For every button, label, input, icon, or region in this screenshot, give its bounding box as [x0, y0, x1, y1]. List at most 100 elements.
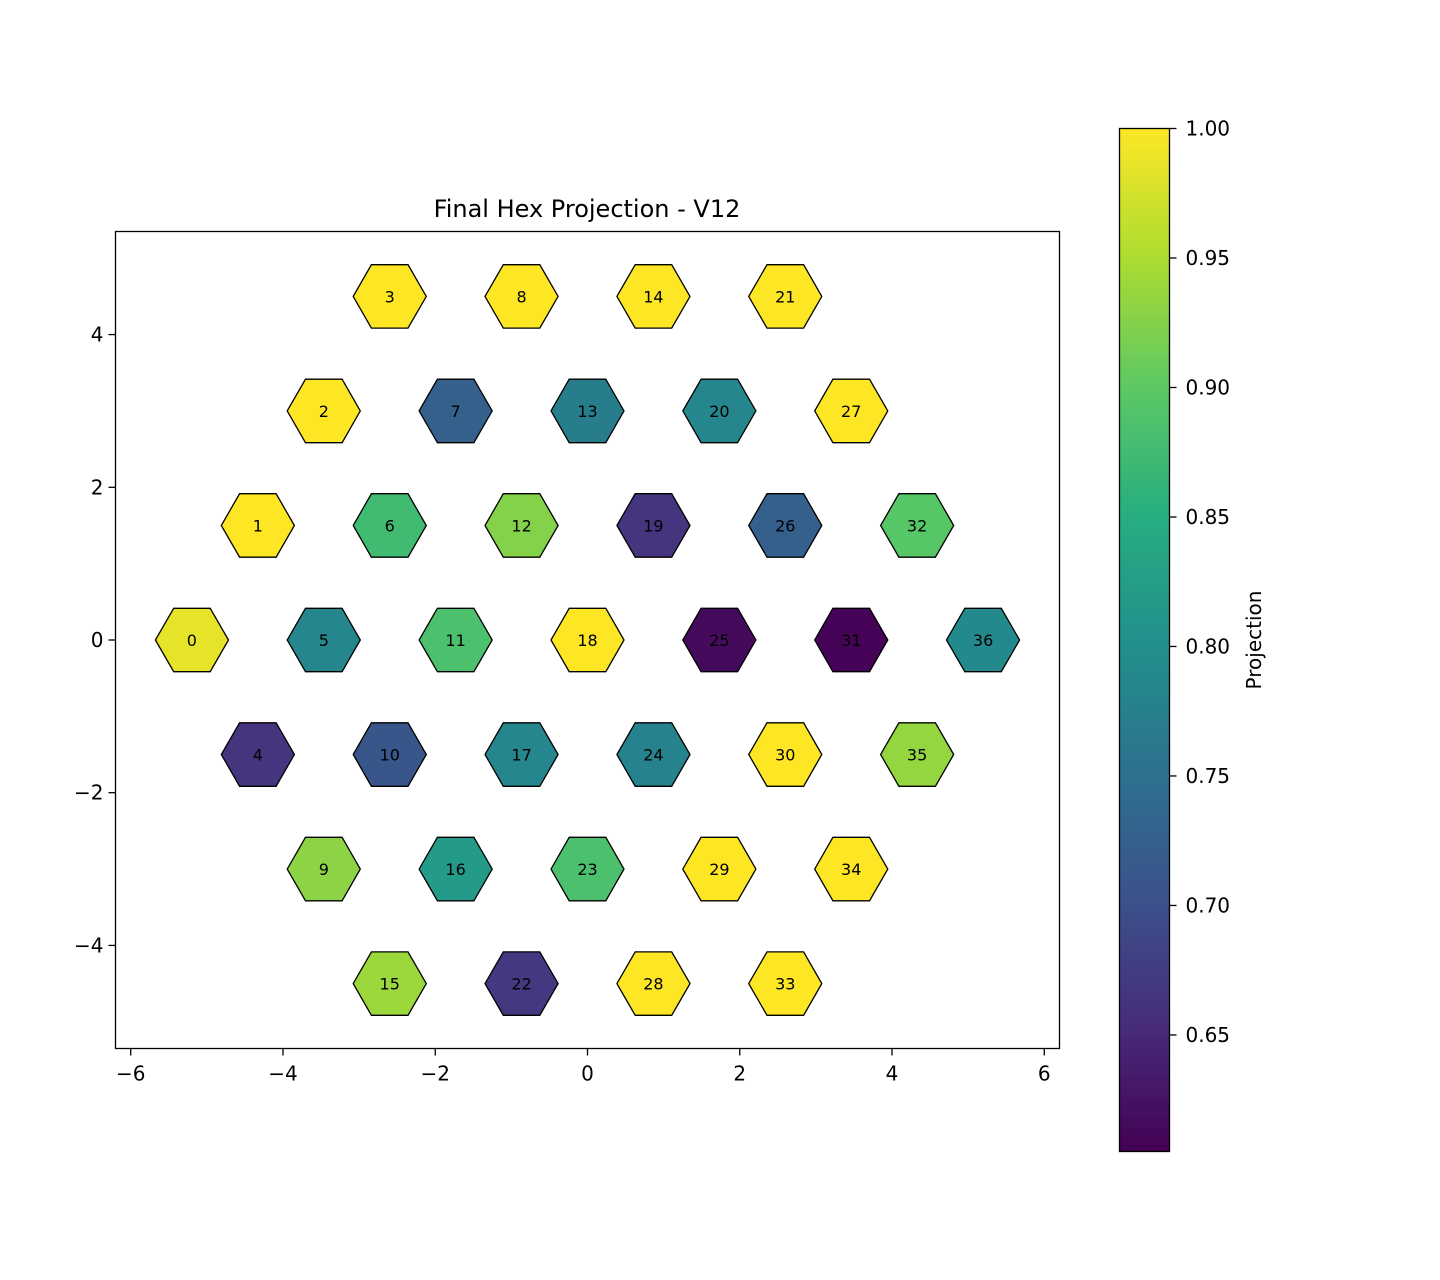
hex-cell-17: [484, 722, 559, 787]
hex-cell-5: [286, 607, 362, 673]
hex-cell-30: [747, 722, 823, 787]
colorbar-tick-label: 0.65: [1186, 1023, 1231, 1047]
colorbar-label: Projection: [1242, 591, 1266, 690]
hex-cell-23: [550, 836, 625, 902]
y-tick-label: −4: [74, 933, 103, 957]
hex-cell-29: [682, 836, 757, 902]
hex-cells: 0123456789101112131415161718192021222324…: [154, 264, 1021, 1016]
hex-cell-33: [747, 951, 823, 1016]
hex-cell-11: [418, 607, 493, 673]
y-tick-label: 2: [91, 475, 104, 499]
hex-label-21: 21: [775, 287, 795, 306]
colorbar-tick-label: 1.00: [1186, 117, 1231, 141]
hex-label-10: 10: [380, 746, 400, 765]
hex-label-27: 27: [841, 402, 861, 421]
hex-cell-27: [813, 378, 889, 444]
hex-cell-15: [352, 951, 428, 1016]
hex-cell-0: [154, 607, 230, 673]
hex-cell-32: [879, 493, 955, 558]
y-tick-label: −2: [74, 781, 103, 805]
x-tick-label: 2: [733, 1062, 746, 1086]
hex-cell-2: [286, 378, 362, 444]
hex-label-4: 4: [253, 746, 263, 765]
hex-label-2: 2: [319, 402, 329, 421]
x-axis: −6 −4 −2 0 2 4 6: [116, 1048, 1051, 1086]
hex-cell-3: [352, 264, 428, 329]
hex-cell-24: [616, 722, 691, 787]
hex-label-6: 6: [385, 517, 395, 536]
hex-label-34: 34: [841, 860, 861, 879]
hex-label-18: 18: [577, 631, 597, 650]
hex-cell-4: [220, 722, 296, 787]
colorbar-tick-label: 0.85: [1186, 505, 1231, 529]
colorbar-tick-label: 0.90: [1186, 375, 1231, 399]
hex-label-23: 23: [577, 860, 597, 879]
x-tick-label: −2: [420, 1062, 449, 1086]
hex-label-20: 20: [709, 402, 729, 421]
hex-cell-9: [286, 836, 362, 902]
hex-cell-20: [682, 378, 757, 444]
hex-cell-22: [484, 951, 559, 1016]
hex-cell-34: [813, 836, 889, 902]
hex-label-9: 9: [319, 860, 329, 879]
hex-label-7: 7: [451, 402, 461, 421]
hex-cell-14: [616, 264, 691, 329]
hex-label-16: 16: [445, 860, 465, 879]
hex-cell-21: [747, 264, 823, 329]
hex-label-15: 15: [380, 975, 400, 994]
hex-label-1: 1: [253, 517, 263, 536]
colorbar-tick-label: 0.95: [1186, 246, 1231, 270]
hex-label-32: 32: [907, 517, 927, 536]
hex-label-17: 17: [511, 746, 531, 765]
chart-title: Final Hex Projection - V12: [434, 195, 741, 223]
hex-label-31: 31: [841, 631, 861, 650]
hex-label-12: 12: [511, 517, 531, 536]
hex-label-14: 14: [643, 287, 663, 306]
hex-cell-26: [747, 493, 823, 558]
hex-label-28: 28: [643, 975, 663, 994]
hex-cell-31: [813, 607, 889, 673]
hex-cell-10: [352, 722, 428, 787]
hex-cell-8: [484, 264, 559, 329]
hex-cell-12: [484, 493, 559, 558]
x-tick-label: −4: [268, 1062, 297, 1086]
hex-label-5: 5: [319, 631, 329, 650]
hex-cell-13: [550, 378, 625, 444]
hex-cell-6: [352, 493, 428, 558]
colorbar-tick-label: 0.80: [1186, 634, 1231, 658]
hex-cell-19: [616, 493, 691, 558]
hex-cell-28: [616, 951, 691, 1016]
y-tick-label: 0: [91, 628, 104, 652]
colorbar-tick-label: 0.75: [1186, 764, 1231, 788]
hex-cell-7: [418, 378, 493, 444]
x-tick-label: 6: [1038, 1062, 1051, 1086]
colorbar-gradient: [1118, 127, 1171, 1153]
hex-label-13: 13: [577, 402, 597, 421]
hex-label-3: 3: [385, 287, 395, 306]
colorbar-axis: 0.65 0.70 0.75 0.80 0.85 0.90 0.95 1.00: [1169, 117, 1231, 1047]
hex-label-26: 26: [775, 517, 795, 536]
hex-cell-36: [945, 607, 1021, 673]
y-tick-label: 4: [91, 323, 104, 347]
hex-cell-16: [418, 836, 493, 902]
colorbar-tick-label: 0.70: [1186, 893, 1231, 917]
hex-label-30: 30: [775, 746, 795, 765]
y-axis: −4 −2 0 2 4: [74, 323, 116, 957]
hex-label-29: 29: [709, 860, 729, 879]
hex-label-22: 22: [511, 975, 531, 994]
hex-label-33: 33: [775, 975, 795, 994]
x-tick-label: 4: [886, 1062, 899, 1086]
hex-cell-18: [550, 607, 625, 673]
hex-label-8: 8: [517, 287, 527, 306]
hex-label-19: 19: [643, 517, 663, 536]
x-tick-label: 0: [581, 1062, 594, 1086]
hex-label-24: 24: [643, 746, 663, 765]
hex-label-25: 25: [709, 631, 729, 650]
hex-label-36: 36: [973, 631, 993, 650]
hex-label-11: 11: [445, 631, 465, 650]
hex-cell-35: [879, 722, 955, 787]
x-tick-label: −6: [116, 1062, 145, 1086]
hex-cell-25: [682, 607, 757, 673]
hex-label-35: 35: [907, 746, 927, 765]
